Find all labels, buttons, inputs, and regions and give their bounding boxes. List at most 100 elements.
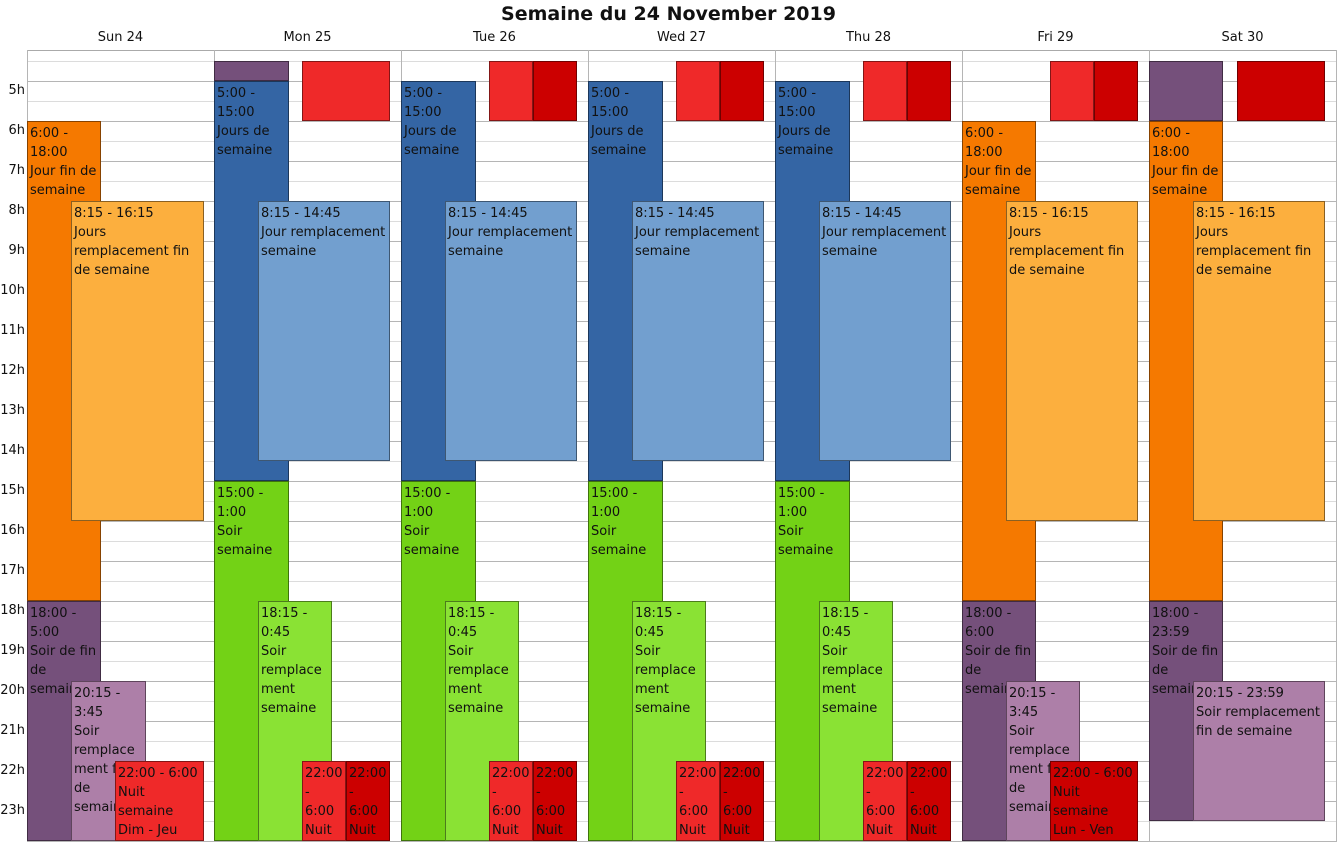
calendar-event[interactable]: 8:15 - 16:15 Jours remplacement fin de se… [1193,201,1325,521]
day-header[interactable]: Sun 24 [97,30,144,45]
event-time: 6:00 - 18:00 [965,126,1004,160]
calendar-event[interactable]: 22:00 - 6:00 Nuit semaine [489,761,533,841]
calendar-event-continuation[interactable] [863,61,907,121]
event-time: 8:15 - 14:45 [261,206,341,221]
event-title: Jours de semaine [404,124,460,158]
event-time: 22:00 - 6:00 [349,766,387,819]
calendar-event-continuation[interactable] [214,61,289,81]
day-header[interactable]: Fri 29 [1037,30,1074,45]
event-title: Jours de semaine [778,124,834,158]
event-title: Nuit [349,823,376,838]
grid-line [27,501,1337,502]
event-time: 5:00 - 15:00 [217,86,256,120]
grid-line [27,481,1337,482]
grid-line [27,521,1337,522]
event-time: 6:00 - 18:00 [30,126,69,160]
calendar-event-continuation[interactable] [1149,61,1223,121]
event-title: Jour remplacement semaine [448,225,573,259]
event-time: 22:00 - 6:00 [866,766,904,819]
calendar-event-continuation[interactable] [676,61,720,121]
event-title: Soir remplacement semaine [822,644,883,716]
calendar-event[interactable]: 22:00 - 6:00 Nuit [720,761,764,841]
event-time: 22:00 - 6:00 [1053,766,1133,781]
event-title: Soir remplacement semaine [448,644,509,716]
grid-line [27,561,1337,562]
calendar-event[interactable]: 22:00 - 6:00 Nuit semaine Dim - Jeu [115,761,204,841]
hour-label: 20h [0,683,25,698]
calendar-event-continuation[interactable] [720,61,764,121]
event-title: Soir remplacement semaine [635,644,696,716]
hour-label: 17h [0,563,25,578]
calendar-event[interactable]: 22:00 - 6:00 Nuit semaine [302,761,346,841]
calendar-event[interactable]: 22:00 - 6:00 Nuit [533,761,577,841]
hour-label: 11h [0,323,25,338]
calendar-event[interactable]: 22:00 - 6:00 Nuit semaine [676,761,720,841]
event-time: 20:15 - 23:59 [1196,686,1284,701]
hour-label: 14h [0,443,25,458]
event-time: 15:00 - 1:00 [217,486,264,520]
day-header[interactable]: Thu 28 [845,30,892,45]
event-title: Nuit [723,823,750,838]
event-time: 20:15 - 3:45 [1009,686,1056,720]
calendar-event[interactable]: 8:15 - 16:15 Jours remplacement fin de se… [71,201,204,521]
hour-label: 15h [0,483,25,498]
event-title: Jour fin de semaine [1152,164,1219,198]
grid-line [27,181,1337,182]
event-title: Nuit [910,823,937,838]
event-title: Jour remplacement semaine [822,225,947,259]
calendar-event[interactable]: 20:15 - 23:59 Soir remplacement fin de se… [1193,681,1325,821]
event-time: 18:15 - 0:45 [261,606,308,640]
hour-label: 21h [0,723,25,738]
calendar-event[interactable]: 22:00 - 6:00 Nuit semaine [863,761,907,841]
calendar-event-continuation[interactable] [1094,61,1138,121]
day-header[interactable]: Tue 26 [473,30,516,45]
event-title: Jours remplacement fin de semaine [74,225,190,278]
event-time: 8:15 - 14:45 [448,206,528,221]
hour-label: 18h [0,603,25,618]
calendar-event-continuation[interactable] [1050,61,1094,121]
day-header[interactable]: Wed 27 [656,30,707,45]
grid-line [27,541,1337,542]
calendar-event-continuation[interactable] [489,61,533,121]
grid-line [27,581,1337,582]
calendar-event[interactable]: 8:15 - 14:45 Jour remplacement semaine [445,201,577,461]
event-time: 22:00 - 6:00 [910,766,948,819]
calendar-event[interactable]: 8:15 - 16:15 Jours remplacement fin de se… [1006,201,1138,521]
calendar-event[interactable]: 8:15 - 14:45 Jour remplacement semaine [258,201,390,461]
event-title: Nuit semaine Dim - Jeu [118,785,178,838]
event-title: Nuit semaine [866,823,893,838]
event-title: Nuit semaine [679,823,706,838]
calendar-event[interactable]: 8:15 - 14:45 Jour remplacement semaine [819,201,951,461]
event-time: 8:15 - 14:45 [822,206,902,221]
calendar-event[interactable]: 22:00 - 6:00 Nuit [346,761,390,841]
calendar-event[interactable]: 8:15 - 14:45 Jour remplacement semaine [632,201,764,461]
event-title: Jours remplacement fin de semaine [1196,225,1312,278]
event-title: Nuit [536,823,563,838]
event-time: 18:15 - 0:45 [822,606,869,640]
event-title: Soir remplacement fin de semaine [1196,705,1320,739]
calendar-event[interactable]: 22:00 - 6:00 Nuit [907,761,951,841]
event-time: 22:00 - 6:00 [536,766,574,819]
event-title: Nuit semaine [492,823,519,838]
event-title: Soir semaine [217,524,273,558]
event-time: 22:00 - 6:00 [723,766,761,819]
event-time: 22:00 - 6:00 [118,766,198,781]
calendar-event-continuation[interactable] [1237,61,1325,121]
event-time: 8:15 - 16:15 [1009,206,1089,221]
hour-label: 13h [0,403,25,418]
event-time: 22:00 - 6:00 [492,766,530,819]
grid-line [27,141,1337,142]
calendar-event[interactable]: 22:00 - 6:00 Nuit semaine Lun - Ven [1050,761,1138,841]
grid-line [27,121,1337,122]
calendar-event-continuation[interactable] [302,61,390,121]
event-title: Jour remplacement semaine [635,225,760,259]
event-time: 22:00 - 6:00 [679,766,717,819]
hour-label: 12h [0,363,25,378]
calendar-event-continuation[interactable] [533,61,577,121]
hour-label: 5h [8,83,25,98]
day-header[interactable]: Mon 25 [283,30,332,45]
hour-label: 22h [0,763,25,778]
calendar-event-continuation[interactable] [907,61,951,121]
day-header[interactable]: Sat 30 [1221,30,1264,45]
event-title: Soir remplacement semaine [261,644,322,716]
